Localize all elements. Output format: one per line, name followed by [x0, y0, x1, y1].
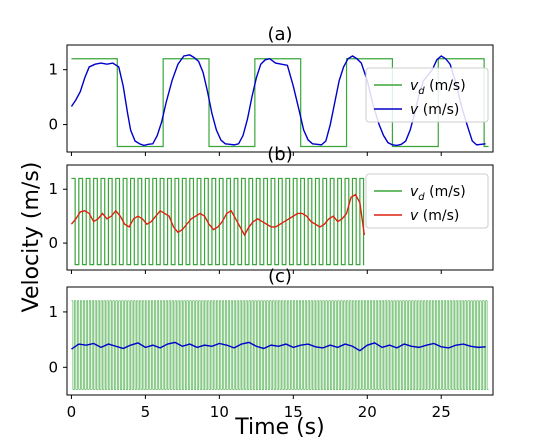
- panel-c: 010 5 10 15 20 25(c): [48, 266, 494, 421]
- y-tick-label: 1: [48, 303, 58, 321]
- panel-b: 0 1 (b) vd (m/s) v (m/s): [48, 144, 494, 274]
- y-tick-label: 0: [48, 358, 58, 376]
- legend: vd (m/s) v (m/s): [365, 67, 489, 123]
- y-tick-label: 0: [48, 116, 58, 134]
- panel-title: (b): [267, 144, 292, 165]
- x-tick-label: 15: [284, 403, 303, 421]
- x-tick-label: 10: [210, 403, 229, 421]
- measured-line: [70, 193, 366, 237]
- plot-frame: [66, 286, 494, 396]
- x-axis-label: Time (s): [234, 415, 324, 440]
- x-tick-label: 20: [358, 403, 377, 421]
- y-tick-label: 1: [48, 180, 58, 198]
- panel-a: 0 1 (a) vd (m/s) v (m/s): [48, 24, 494, 156]
- x-tick-label: 0: [67, 403, 77, 421]
- x-tick-label: 25: [432, 403, 451, 421]
- plot-frame: [66, 164, 494, 271]
- legend-label: vd (m/s): [410, 184, 466, 203]
- measured-line: [71, 341, 486, 352]
- y-tick-label: 1: [48, 61, 58, 79]
- y-axis-label: Velocity (m/s): [19, 162, 44, 313]
- legend-label: v (m/s): [410, 102, 459, 118]
- legend-label: v (m/s): [410, 208, 459, 224]
- panel-title: (a): [267, 24, 292, 45]
- panel-title: (c): [268, 266, 292, 287]
- x-tick-label: 5: [141, 403, 151, 421]
- panels-group: 0 1 (a) vd (m/s) v (m/s) 0 1 (b) vd (m/s) v (m/s)…: [48, 24, 494, 421]
- legend: vd (m/s) v (m/s): [365, 173, 489, 229]
- y-tick-label: 0: [48, 234, 58, 252]
- reference-line: [71, 177, 365, 266]
- legend-label: vd (m/s): [410, 78, 466, 97]
- plot-frame: [66, 44, 494, 153]
